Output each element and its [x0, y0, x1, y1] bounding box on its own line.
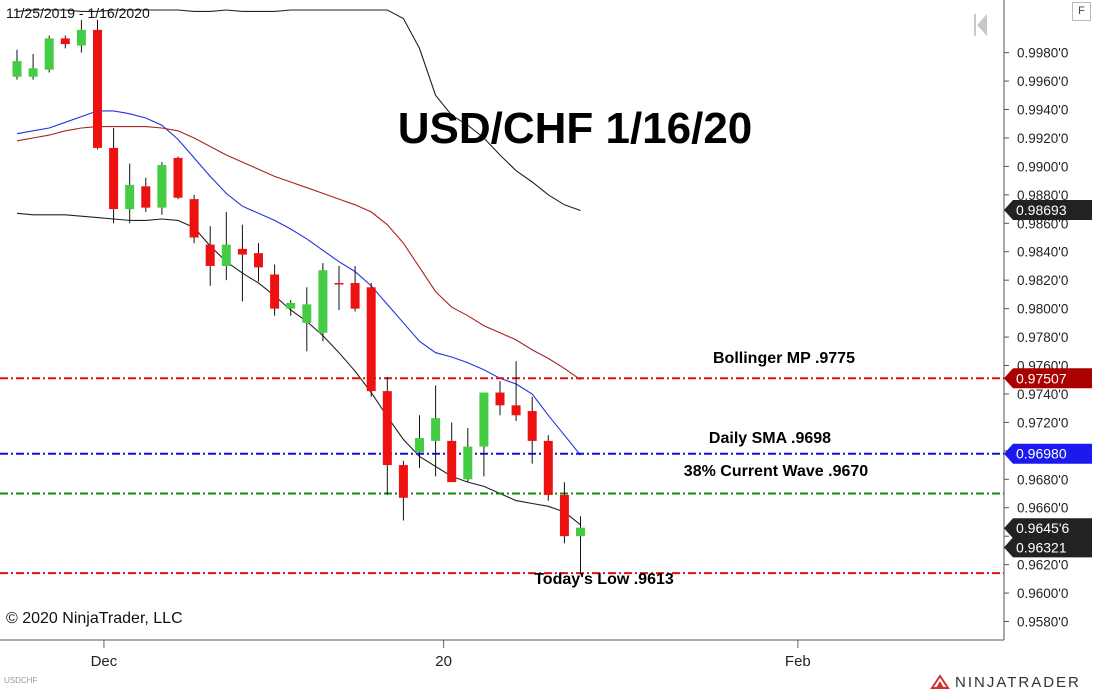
f-button[interactable]: F — [1072, 2, 1091, 21]
y-tick-label: 0.9840'0 — [1017, 245, 1068, 260]
series-line-bollinger-mid — [16, 126, 581, 381]
candle-body — [511, 405, 521, 416]
candle-body — [576, 527, 585, 537]
candle-body — [93, 29, 102, 148]
candle-body — [109, 147, 119, 210]
candle-body — [447, 440, 457, 483]
candle-body — [173, 157, 183, 198]
candle-body — [302, 304, 312, 323]
candle-body — [463, 446, 473, 480]
candle-body — [125, 184, 135, 210]
level-price-badge: 0.97507 — [1004, 368, 1092, 389]
candle-body — [60, 38, 70, 45]
y-tick-label: 0.9680'0 — [1017, 472, 1068, 487]
series-line-upper-band — [16, 9, 581, 212]
y-tick-label: 0.9960'0 — [1017, 74, 1068, 89]
price-badge-label: 0.96321 — [1016, 539, 1067, 555]
series-line-sma — [16, 110, 581, 456]
price-badge-label: 0.9645'6 — [1016, 520, 1069, 536]
price-badge-bg — [1004, 368, 1092, 389]
series-line-lower-band — [16, 212, 581, 526]
price-badge-bg — [1004, 443, 1092, 464]
y-tick-label: 0.9740'0 — [1017, 387, 1068, 402]
candle-body — [76, 29, 86, 46]
candle-body — [286, 302, 296, 309]
y-tick-label: 0.9620'0 — [1017, 558, 1068, 573]
price-badge: 0.9645'6 — [1004, 518, 1092, 539]
candle-body — [350, 283, 360, 309]
candlesticks — [12, 19, 585, 575]
candle-body — [254, 253, 263, 268]
candle-body — [431, 418, 441, 441]
candle-body — [205, 244, 215, 266]
scroll-to-start-icon[interactable] — [970, 10, 990, 40]
y-tick-label: 0.9720'0 — [1017, 415, 1068, 430]
y-tick-label: 0.9660'0 — [1017, 501, 1068, 516]
symbol-label: USDCHF — [4, 676, 38, 685]
candle-body — [398, 465, 408, 498]
y-tick-label: 0.9600'0 — [1017, 586, 1068, 601]
ninjatrader-logo-icon — [930, 674, 950, 689]
y-tick-label: 0.9820'0 — [1017, 273, 1068, 288]
candle-body — [527, 411, 537, 441]
price-badge-bg — [1004, 200, 1092, 221]
level-label: Daily SMA .9698 — [709, 430, 831, 447]
candle-body — [366, 287, 376, 392]
price-badge-label: 0.98693 — [1016, 202, 1067, 218]
level-label: Today's Low .9613 — [534, 571, 674, 588]
candle-body — [495, 392, 505, 406]
candle-body — [141, 186, 151, 208]
axes: 0.9980'0 0.9960'0 0.9940'0 0.9920'0 0.9900'0… — [0, 0, 1092, 670]
price-badge-label: 0.96980 — [1016, 446, 1067, 462]
price-badge: 0.98693 — [1004, 200, 1092, 221]
candle-body — [12, 61, 22, 77]
chart-annotations: USD/CHF 1/16/20 Bollinger MP .9775 Daily S… — [398, 104, 869, 588]
x-tick-label: 20 — [435, 653, 452, 670]
candle-body — [543, 440, 553, 495]
candle-body — [415, 438, 424, 453]
price-badge-bg — [1004, 537, 1092, 558]
chart-title: USD/CHF 1/16/20 — [398, 104, 753, 153]
brand-name: NINJATRADER — [955, 673, 1081, 691]
brand-logo: NINJATRADER — [930, 673, 1081, 691]
y-tick-label: 0.9940'0 — [1017, 103, 1068, 118]
level-price-badge: 0.96980 — [1004, 443, 1092, 464]
y-tick-label: 0.9980'0 — [1017, 46, 1068, 61]
indicator-lines — [16, 9, 581, 526]
x-tick-label: Feb — [785, 653, 811, 670]
candle-body — [334, 283, 344, 285]
chart-grid — [103, 640, 799, 648]
price-badge: 0.96321 — [1004, 537, 1092, 558]
price-badge-label: 0.97507 — [1016, 370, 1067, 386]
date-range-label: 11/25/2019 - 1/16/2020 — [6, 5, 150, 21]
candle-body — [270, 274, 280, 309]
y-tick-label: 0.9800'0 — [1017, 302, 1068, 317]
candle-body — [157, 164, 167, 208]
candle-body — [559, 494, 569, 537]
candle-body — [382, 391, 392, 466]
candle-body — [189, 199, 199, 238]
y-tick-label: 0.9900'0 — [1017, 159, 1068, 174]
horizontal-levels — [0, 377, 1004, 575]
level-label: Bollinger MP .9775 — [713, 350, 855, 367]
y-tick-label: 0.9780'0 — [1017, 330, 1068, 345]
candle-body — [318, 270, 328, 333]
price-badge-bg — [1004, 518, 1092, 539]
candle-body — [479, 392, 489, 447]
candle-body — [221, 244, 231, 266]
x-tick-label: Dec — [91, 653, 118, 670]
y-tick-label: 0.9880'0 — [1017, 188, 1068, 203]
candle-body — [44, 38, 54, 70]
copyright-label: © 2020 NinjaTrader, LLC — [6, 610, 183, 627]
level-label: 38% Current Wave .9670 — [684, 463, 868, 480]
y-tick-label: 0.9580'0 — [1017, 615, 1068, 630]
candle-body — [237, 248, 247, 255]
candle-body — [28, 68, 38, 77]
y-tick-label: 0.9920'0 — [1017, 131, 1068, 146]
